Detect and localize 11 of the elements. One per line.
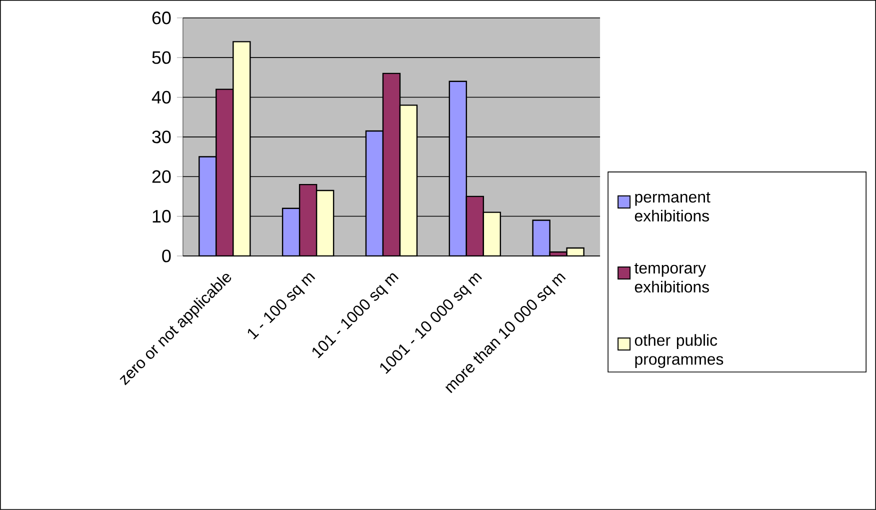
y-tick-label: 40 <box>152 90 171 104</box>
legend-label: other public programmes <box>634 334 724 368</box>
legend-label: temporary exhibitions <box>634 263 709 293</box>
legend-label: permanent exhibitions <box>634 192 710 222</box>
x-tick-label: 1 - 100 sq m <box>248 273 316 340</box>
y-tick-label: 50 <box>152 51 171 64</box>
y-tick-label: 10 <box>152 210 171 223</box>
y-tick-label: 0 <box>162 250 171 262</box>
y-tick-label: 60 <box>152 12 171 24</box>
y-tick-label: 20 <box>152 170 171 183</box>
y-tick-label: 30 <box>152 130 171 144</box>
